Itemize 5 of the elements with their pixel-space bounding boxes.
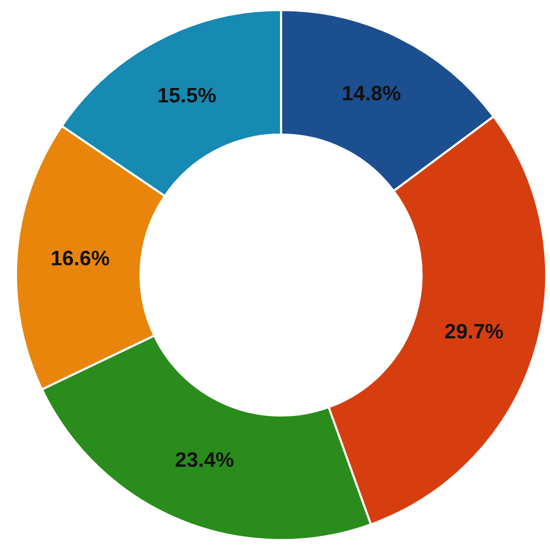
data-label: 16.6% (52, 250, 110, 266)
data-label: 29.7% (445, 324, 503, 339)
data-label: 23.4% (176, 452, 234, 468)
data-label: 14.8% (343, 86, 400, 101)
data-label: 15.5% (158, 88, 216, 103)
